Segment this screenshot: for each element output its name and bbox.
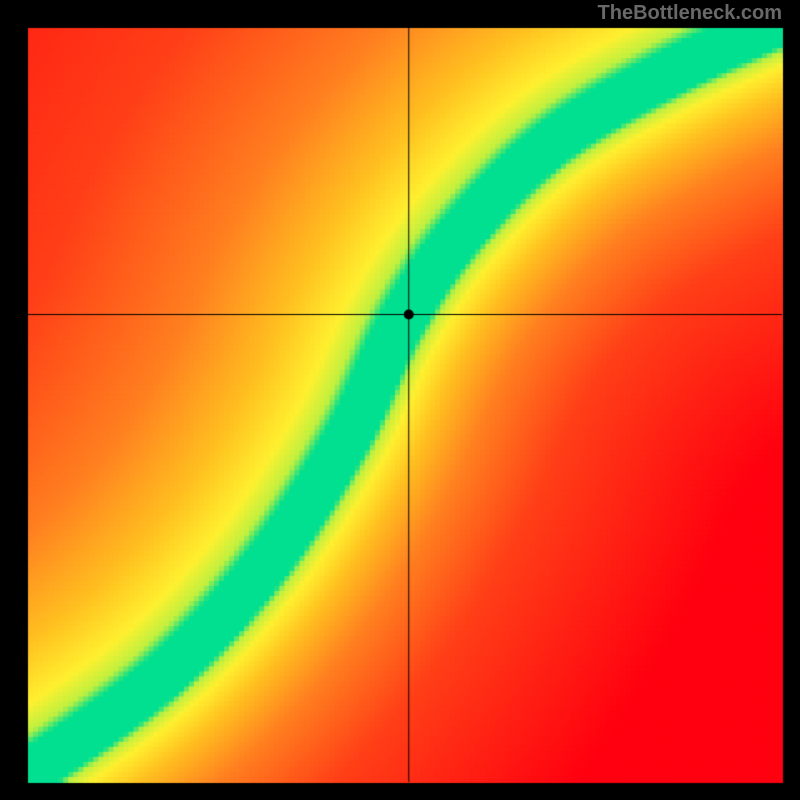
- chart-container: TheBottleneck.com: [0, 0, 800, 800]
- attribution-text: TheBottleneck.com: [598, 2, 782, 25]
- bottleneck-heatmap: [0, 0, 800, 800]
